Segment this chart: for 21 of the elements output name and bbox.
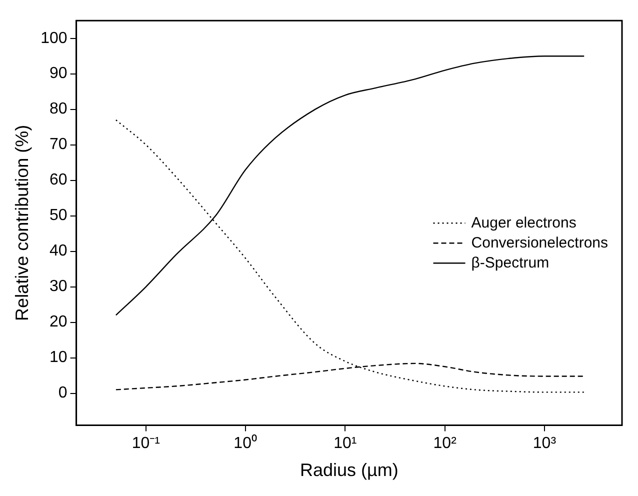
y-tick-label: 0 [58, 384, 68, 402]
y-tick-label: 10 [50, 349, 68, 366]
x-tick-label: 10⁰ [234, 434, 258, 452]
y-tick-label: 20 [50, 314, 68, 331]
x-axis-title: Radius (µm) [300, 460, 398, 480]
x-tick-label: 10⁻¹ [132, 435, 160, 452]
y-axis-title: Relative contribution (%) [12, 124, 32, 321]
y-tick-label: 50 [50, 207, 68, 224]
x-tick-label: 10³ [532, 435, 557, 452]
x-tick-label: 10² [433, 435, 458, 452]
y-tick-label: 30 [50, 278, 68, 296]
x-tick-label: 10¹ [334, 435, 357, 452]
y-tick-label: 90 [50, 65, 68, 82]
legend-label: Conversionelectrons [471, 234, 608, 252]
legend-label: Auger electrons [471, 214, 576, 232]
legend-label: β-Spectrum [471, 254, 550, 272]
y-tick-label: 100 [40, 30, 68, 47]
y-tick-label: 80 [50, 100, 68, 118]
y-tick-label: 60 [50, 172, 68, 189]
y-tick-label: 40 [50, 242, 68, 260]
y-tick-label: 70 [50, 136, 68, 154]
